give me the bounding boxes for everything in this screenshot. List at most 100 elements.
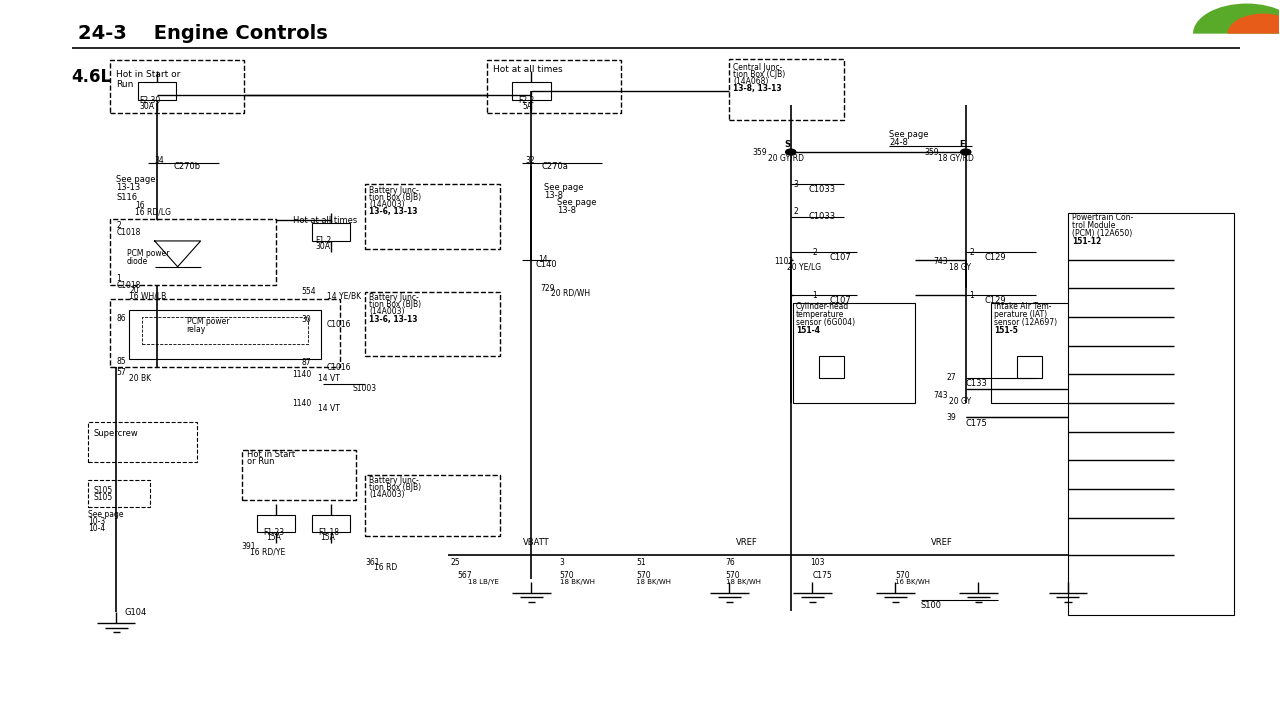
Bar — [512, 82, 550, 100]
Text: 87: 87 — [302, 358, 311, 366]
Text: 729: 729 — [540, 284, 554, 293]
Text: Central Junc-: Central Junc- — [733, 63, 782, 72]
Text: diode: diode — [127, 256, 147, 266]
Text: 391: 391 — [242, 542, 256, 551]
Text: 34: 34 — [155, 156, 164, 165]
Text: See page: See page — [557, 198, 596, 207]
Text: 20 GY: 20 GY — [948, 397, 972, 406]
Bar — [312, 515, 349, 533]
Text: 13-8: 13-8 — [544, 192, 563, 200]
Text: 20 GY/RD: 20 GY/RD — [768, 153, 804, 162]
Text: 570: 570 — [636, 571, 650, 580]
Text: 570: 570 — [559, 571, 575, 580]
Text: (14A003): (14A003) — [369, 490, 404, 500]
Bar — [1068, 213, 1234, 615]
Text: F2.2: F2.2 — [518, 96, 535, 105]
Bar — [819, 356, 845, 378]
Text: 39: 39 — [946, 413, 956, 422]
Text: Battery Junc-: Battery Junc- — [369, 186, 419, 194]
Text: F1.23: F1.23 — [264, 528, 284, 536]
Text: trol Module: trol Module — [1071, 221, 1115, 230]
Text: 743: 743 — [934, 257, 948, 266]
Text: 15A: 15A — [266, 534, 280, 542]
Bar — [110, 299, 340, 367]
Text: Cylinder-head: Cylinder-head — [796, 302, 849, 312]
Bar — [257, 515, 296, 533]
Bar — [110, 219, 276, 284]
Bar — [1016, 356, 1042, 378]
Text: S1003: S1003 — [352, 384, 376, 393]
Text: 14 YE/BK: 14 YE/BK — [328, 292, 361, 301]
Text: perature (IAT): perature (IAT) — [993, 310, 1047, 319]
Text: (14A068): (14A068) — [733, 77, 768, 86]
Text: C1016: C1016 — [328, 320, 352, 328]
Text: C1016: C1016 — [328, 363, 352, 372]
Text: C175: C175 — [813, 571, 832, 580]
Text: 359: 359 — [925, 148, 940, 156]
Text: 3: 3 — [559, 558, 564, 567]
Bar — [730, 59, 845, 120]
Text: 30A: 30A — [140, 102, 155, 111]
Text: 85: 85 — [116, 357, 125, 366]
Text: 16 BK/WH: 16 BK/WH — [896, 580, 931, 585]
Text: temperature: temperature — [796, 310, 845, 319]
Text: 1140: 1140 — [293, 370, 312, 379]
Text: 4.6L: 4.6L — [72, 68, 111, 86]
Text: 57: 57 — [116, 369, 127, 377]
Text: Supercrew: Supercrew — [93, 428, 138, 438]
Text: S: S — [785, 140, 790, 149]
Text: 103: 103 — [810, 558, 824, 567]
Text: F1.18: F1.18 — [319, 528, 339, 536]
Text: tion Box (BJB): tion Box (BJB) — [369, 483, 421, 492]
Text: 13-6, 13-13: 13-6, 13-13 — [369, 207, 417, 216]
Text: 16 WH/LB: 16 WH/LB — [129, 292, 166, 301]
Text: Powertrain Con-: Powertrain Con- — [1071, 214, 1133, 222]
Bar — [88, 480, 150, 507]
Text: 151-12: 151-12 — [1071, 237, 1101, 246]
Text: 13-8: 13-8 — [557, 207, 576, 215]
Text: S100: S100 — [922, 600, 942, 610]
Text: 27: 27 — [946, 374, 956, 382]
Text: C129: C129 — [984, 253, 1006, 262]
Bar — [110, 60, 244, 112]
Text: 18 BK/WH: 18 BK/WH — [726, 580, 760, 585]
Bar — [365, 474, 499, 536]
Text: 2: 2 — [969, 248, 974, 257]
Text: 18 BK/WH: 18 BK/WH — [559, 580, 594, 585]
Text: 3: 3 — [794, 180, 799, 189]
Text: 16 RD/LG: 16 RD/LG — [136, 207, 172, 216]
Text: 15A: 15A — [321, 534, 335, 542]
Text: 151-5: 151-5 — [993, 326, 1018, 335]
Text: G104: G104 — [124, 608, 146, 617]
Text: See page: See page — [88, 510, 124, 518]
Text: 1: 1 — [969, 291, 974, 300]
Text: Battery Junc-: Battery Junc- — [369, 476, 419, 485]
Text: 361: 361 — [365, 558, 380, 567]
Text: C140: C140 — [535, 260, 557, 269]
Text: C270b: C270b — [174, 162, 201, 171]
Text: 14 VT: 14 VT — [319, 404, 340, 413]
Text: (14A003): (14A003) — [369, 307, 404, 317]
Text: 20 BK: 20 BK — [129, 374, 151, 383]
Text: (14A003): (14A003) — [369, 200, 404, 209]
Text: E: E — [959, 140, 965, 149]
Bar — [365, 292, 499, 356]
Text: relay: relay — [187, 325, 206, 333]
Text: Hot in Start: Hot in Start — [247, 450, 294, 459]
Text: tion Box (BJB): tion Box (BJB) — [369, 300, 421, 310]
Text: PCM power: PCM power — [127, 249, 169, 258]
Text: 32: 32 — [525, 156, 535, 165]
Text: Hot in Start or
Run: Hot in Start or Run — [116, 70, 180, 89]
Text: C107: C107 — [829, 253, 851, 262]
Text: 18 GY: 18 GY — [948, 263, 972, 272]
Bar — [794, 302, 915, 403]
Text: 18 GY/RD: 18 GY/RD — [937, 153, 974, 162]
Text: 16 RD/YE: 16 RD/YE — [251, 548, 285, 557]
Text: 14 VT: 14 VT — [319, 374, 340, 383]
Bar — [312, 223, 349, 241]
Text: 18 LB/YE: 18 LB/YE — [467, 580, 498, 585]
Text: 24-8: 24-8 — [890, 138, 908, 147]
Text: F2.30: F2.30 — [140, 96, 160, 105]
Text: 567: 567 — [457, 571, 472, 580]
Text: tion Box (CJB): tion Box (CJB) — [733, 70, 786, 79]
